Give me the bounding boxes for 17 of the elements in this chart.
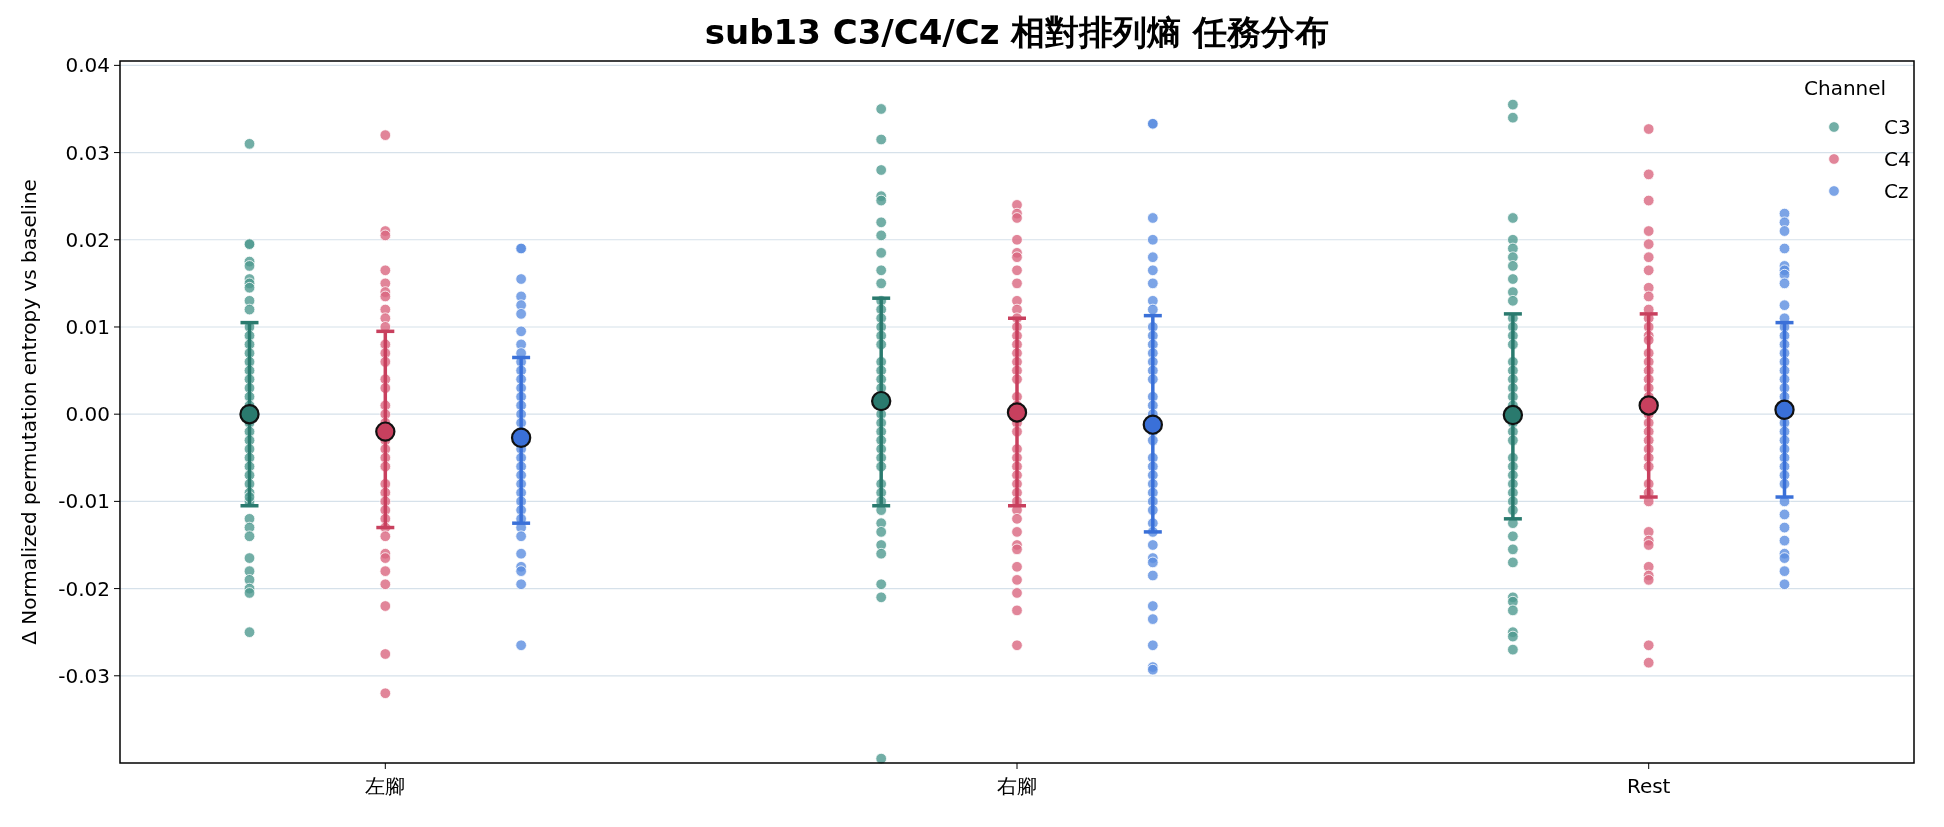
y-tick-label: 0.03 [65,140,110,165]
y-tick-label: 0.00 [65,402,110,427]
x-tick-label: 右腳 [997,774,1037,798]
legend-label: Cz [1884,179,1909,203]
legend-label: C3 [1884,115,1911,139]
y-tick-label: -0.01 [58,489,110,514]
x-tick-label: 左腳 [365,774,406,798]
legend-label: C4 [1884,147,1911,171]
y-tick-label: 0.01 [65,314,110,339]
legend-title: Channel [1804,76,1887,100]
y-axis-title: Δ Normalized permutation entropy vs baseline [17,179,41,645]
y-tick-label: -0.02 [58,576,110,601]
chart-title: sub13 C3/C4/Cz 相對排列熵 任務分布 [704,12,1330,52]
y-tick-label: 0.04 [65,53,110,78]
y-tick-label: 0.02 [65,227,110,252]
x-tick-label: Rest [1626,774,1671,798]
y-tick-label: -0.03 [58,663,110,688]
